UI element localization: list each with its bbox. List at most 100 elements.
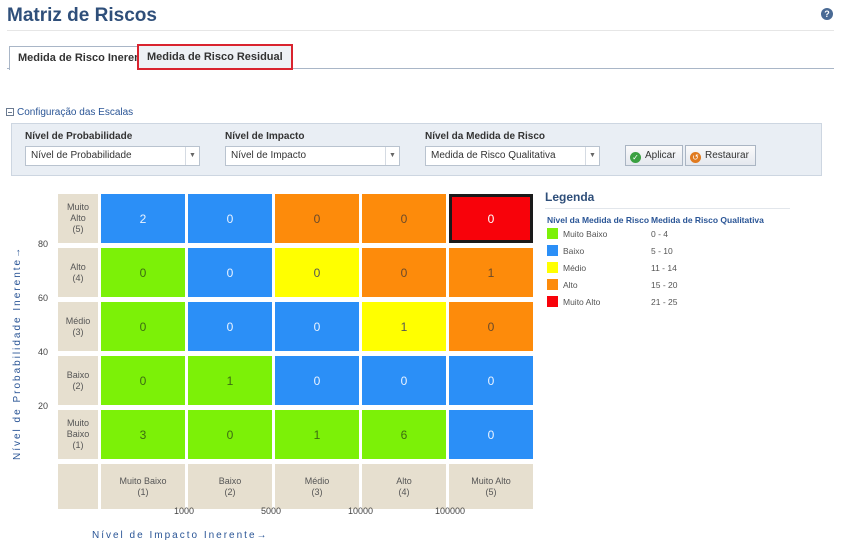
legend-item-name: Muito Baixo [563, 229, 608, 239]
x-axis-label: Nível de Impacto Inerente→ [92, 530, 269, 541]
matrix-cell[interactable]: 0 [362, 194, 446, 243]
y-tick-label: 60 [38, 293, 49, 303]
legend-item-range: 11 - 14 [651, 263, 677, 273]
matrix-cell[interactable]: 0 [188, 248, 272, 297]
column-header: Baixo (2) [188, 464, 272, 509]
filter-panel: Nível de Probabilidade Nível de Probabil… [11, 123, 822, 176]
y-axis-label: Nível de Probabilidade Inerente→ [12, 245, 23, 460]
legend-item: Alto 15 - 20 [545, 278, 790, 295]
impact-select-value: Nível de Impacto [231, 150, 307, 161]
y-tick-label: 80 [38, 239, 49, 249]
page-title: Matriz de Riscos [7, 5, 157, 26]
tab-medida-risco-inerente[interactable]: Medida de Risco Inerente [9, 46, 160, 70]
matrix-cell[interactable]: 2 [101, 194, 185, 243]
chevron-down-icon: ▼ [585, 147, 599, 165]
matrix-cell[interactable]: 0 [188, 302, 272, 351]
row-header: Médio (3) [58, 302, 98, 351]
help-icon[interactable]: ? [821, 8, 833, 20]
legend-swatch [547, 279, 558, 290]
legend-item-range: 15 - 20 [651, 280, 678, 290]
chevron-down-icon: ▼ [185, 147, 199, 165]
x-tick-label: 10000 [348, 506, 374, 516]
collapse-icon [6, 108, 14, 116]
probability-select[interactable]: Nível de Probabilidade ▼ [25, 146, 200, 166]
reset-icon: ↺ [690, 152, 701, 163]
column-header: Alto (4) [362, 464, 446, 509]
matrix-cell[interactable]: 6 [362, 410, 446, 459]
legend-col1-header: Nível da Medida de Risco [547, 215, 650, 225]
legend-item-range: 21 - 25 [651, 297, 678, 307]
tab-medida-risco-residual[interactable]: Medida de Risco Residual [137, 44, 293, 70]
row-header: Muito Alto (5) [58, 194, 98, 243]
legend-item-name: Baixo [563, 246, 585, 256]
legend-col2-header: Medida de Risco Qualitativa [651, 215, 764, 225]
config-scales-label: Configuração das Escalas [17, 107, 134, 118]
matrix-cell[interactable]: 0 [362, 356, 446, 405]
matrix-cell[interactable]: 0 [449, 302, 533, 351]
legend-item-name: Médio [563, 263, 587, 273]
legend-swatch [547, 245, 558, 256]
row-header: Muito Baixo (1) [58, 410, 98, 459]
x-tick-label: 100000 [435, 506, 466, 516]
matrix-cell[interactable]: 1 [275, 410, 359, 459]
impact-label: Nível de Impacto [225, 131, 305, 142]
matrix-cell[interactable]: 0 [101, 302, 185, 351]
legend-item: Médio 11 - 14 [545, 261, 790, 278]
legend-swatch [547, 228, 558, 239]
tab-bar: Medida de Risco Inerente Medida de Risco… [7, 43, 834, 70]
matrix-corner [58, 464, 98, 509]
config-scales-toggle[interactable]: Configuração das Escalas [6, 107, 133, 118]
matrix-cell[interactable]: 0 [449, 194, 533, 243]
legend-swatch [547, 296, 558, 307]
x-tick-label: 1000 [174, 506, 195, 516]
legend-item: Muito Baixo 0 - 4 [545, 227, 790, 244]
matrix-cell[interactable]: 1 [188, 356, 272, 405]
column-header: Muito Baixo (1) [101, 464, 185, 509]
matrix-cell[interactable]: 0 [362, 248, 446, 297]
y-tick-label: 20 [38, 401, 49, 411]
legend-rows: Muito Baixo 0 - 4 Baixo 5 - 10 Médio 11 - 14 A… [545, 227, 790, 312]
row-header: Baixo (2) [58, 356, 98, 405]
matrix-cell[interactable]: 0 [275, 356, 359, 405]
probability-select-value: Nível de Probabilidade [31, 150, 132, 161]
reset-button[interactable]: ↺ Restaurar [685, 145, 756, 166]
matrix-cell[interactable]: 0 [449, 356, 533, 405]
legend-item-range: 0 - 4 [651, 229, 669, 239]
legend-header: Nível da Medida de Risco Medida de Risco… [545, 215, 790, 227]
row-header: Alto (4) [58, 248, 98, 297]
legend-item: Muito Alto 21 - 25 [545, 295, 790, 312]
legend-item-range: 5 - 10 [651, 246, 673, 256]
impact-select[interactable]: Nível de Impacto ▼ [225, 146, 400, 166]
matrix-cell[interactable]: 1 [449, 248, 533, 297]
matrix-cell[interactable]: 0 [188, 194, 272, 243]
legend-item-name: Alto [563, 280, 578, 290]
matrix-cell[interactable]: 0 [101, 248, 185, 297]
apply-button[interactable]: ✓ Aplicar [625, 145, 683, 166]
legend-item-name: Muito Alto [563, 297, 601, 307]
y-tick-label: 40 [38, 347, 49, 357]
matrix-cell[interactable]: 0 [275, 302, 359, 351]
matrix-cell[interactable]: 0 [275, 194, 359, 243]
check-icon: ✓ [630, 152, 641, 163]
risk-measure-label: Nível da Medida de Risco [425, 131, 546, 142]
apply-button-label: Aplicar [645, 150, 676, 161]
column-header: Médio (3) [275, 464, 359, 509]
x-tick-label: 5000 [261, 506, 282, 516]
legend-swatch [547, 262, 558, 273]
matrix-cell[interactable]: 0 [101, 356, 185, 405]
matrix-cell[interactable]: 1 [362, 302, 446, 351]
legend-item: Baixo 5 - 10 [545, 244, 790, 261]
matrix-cell[interactable]: 0 [275, 248, 359, 297]
matrix-cell[interactable]: 0 [188, 410, 272, 459]
column-header: Muito Alto (5) [449, 464, 533, 509]
reset-button-label: Restaurar [705, 150, 749, 161]
legend-title: Legenda [545, 190, 790, 209]
risk-measure-select[interactable]: Medida de Risco Qualitativa ▼ [425, 146, 600, 166]
chevron-down-icon: ▼ [385, 147, 399, 165]
matrix-cell[interactable]: 3 [101, 410, 185, 459]
title-divider [7, 30, 834, 31]
legend: Legenda Nível da Medida de Risco Medida … [545, 190, 790, 312]
matrix-cell[interactable]: 0 [449, 410, 533, 459]
risk-measure-select-value: Medida de Risco Qualitativa [431, 150, 556, 161]
probability-label: Nível de Probabilidade [25, 131, 133, 142]
